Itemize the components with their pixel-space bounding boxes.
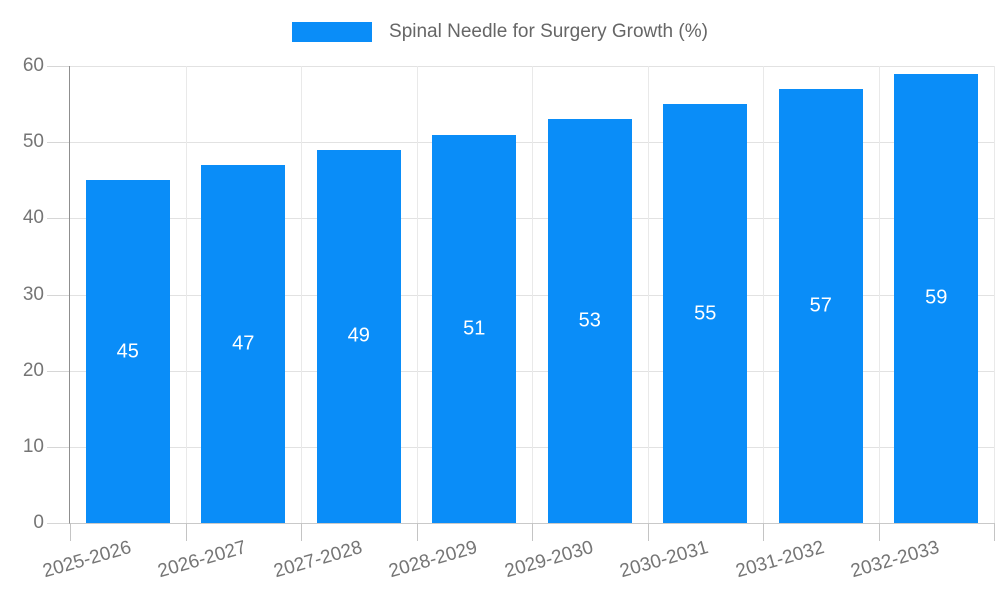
bar-2027-2028[interactable]: 49 [316, 149, 401, 523]
bar-2031-2032[interactable]: 57 [778, 88, 863, 523]
bar-value-label: 51 [463, 317, 486, 340]
x-tick-mark [763, 523, 764, 541]
bar-value-label: 57 [809, 294, 832, 317]
bar-value-label: 55 [694, 302, 717, 325]
x-axis-label-2032-2033: 2032-2033 [848, 537, 943, 583]
x-axis-label-2030-2031: 2030-2031 [617, 537, 712, 583]
x-axis-label-2027-2028: 2027-2028 [271, 537, 365, 583]
x-tick-mark [416, 523, 418, 541]
y-axis-tick-label: 60 [22, 55, 44, 76]
y-axis-tick-label: 30 [22, 283, 44, 305]
legend-color-swatch-icon [292, 22, 373, 42]
x-tick-mark [70, 523, 71, 541]
y-axis-tick-label: 0 [33, 512, 44, 533]
bar-2032-2033[interactable]: 59 [894, 73, 979, 523]
y-tick-mark [47, 142, 69, 144]
y-tick-mark [47, 446, 69, 448]
x-axis-label-2031-2032: 2031-2032 [733, 537, 827, 583]
x-axis-label-2029-2030: 2029-2030 [502, 537, 596, 583]
y-axis-tick-label: 40 [22, 207, 44, 229]
bar-2029-2030[interactable]: 53 [547, 119, 632, 523]
bar-value-label: 45 [116, 340, 139, 363]
y-tick-mark [47, 523, 69, 524]
y-axis-tick-label: 50 [22, 131, 44, 153]
y-tick-mark [47, 294, 69, 296]
bar-value-label: 53 [578, 309, 601, 332]
x-tick-mark [878, 523, 880, 541]
bar-value-label: 47 [232, 332, 255, 355]
x-gridline [301, 66, 302, 523]
bar-value-label: 59 [925, 286, 948, 309]
x-axis-label-2026-2027: 2026-2027 [155, 537, 250, 583]
x-tick-mark [994, 523, 995, 541]
x-axis-label-2028-2029: 2028-2029 [386, 537, 481, 583]
bar-2026-2027[interactable]: 47 [201, 165, 286, 523]
x-gridline [878, 66, 880, 523]
y-axis-tick-label: 20 [22, 359, 44, 381]
x-gridline [185, 66, 187, 523]
x-gridline [416, 66, 418, 523]
plot-area: 0 10 20 30 40 50 60 45 47 49 51 53 55 57 59 2025-2026 20… [23, 56, 995, 582]
x-gridline [763, 66, 764, 523]
x-gridline [532, 66, 533, 523]
x-tick-mark [647, 523, 649, 541]
legend: Spinal Needle for Surgery Growth (%) [0, 21, 1000, 43]
x-tick-mark [301, 523, 302, 541]
bar-2028-2029[interactable]: 51 [432, 134, 517, 523]
y-axis-tick-label: 10 [22, 435, 44, 457]
bar-2030-2031[interactable]: 55 [663, 104, 748, 523]
x-gridline [647, 66, 649, 523]
bar-2025-2026[interactable]: 45 [85, 180, 170, 523]
bar-value-label: 49 [347, 324, 370, 347]
y-tick-mark [47, 370, 69, 372]
legend-item[interactable]: Spinal Needle for Surgery Growth (%) [292, 21, 708, 43]
x-axis-label-2025-2026: 2025-2026 [40, 537, 134, 583]
y-tick-mark [47, 66, 69, 67]
x-tick-mark [185, 523, 187, 541]
x-gridline [994, 66, 995, 523]
y-tick-mark [47, 218, 69, 220]
x-tick-mark [532, 523, 533, 541]
legend-series-label: Spinal Needle for Surgery Growth (%) [389, 21, 708, 42]
